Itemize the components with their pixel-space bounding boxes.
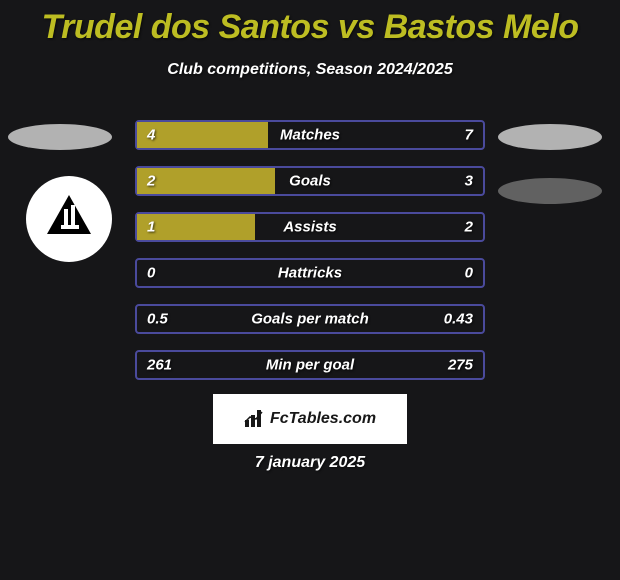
stat-value-right: 7 <box>465 127 473 144</box>
stat-bar: 1 2 Assists <box>135 212 485 242</box>
footer-date: 7 january 2025 <box>255 454 365 472</box>
stat-bar: 0 0 Hattricks <box>135 258 485 288</box>
stat-bar: 0.5 0.43 Goals per match <box>135 304 485 334</box>
player1-placeholder-ellipse <box>8 124 112 150</box>
footer-logo-text: FcTables.com <box>270 410 376 428</box>
stat-label: Matches <box>280 127 340 144</box>
stat-value-left: 2 <box>147 173 155 190</box>
stat-value-right: 0 <box>465 265 473 282</box>
stat-label: Goals <box>289 173 331 190</box>
stat-value-left: 1 <box>147 219 155 236</box>
stats-bars-zone: 47Matches23Goals12Assists00Hattricks0.50… <box>135 120 485 396</box>
stat-value-left: 4 <box>147 127 155 144</box>
infographic-container: Trudel dos Santos vs Bastos Melo Club co… <box>0 0 620 580</box>
stat-label: Goals per match <box>251 311 369 328</box>
player2-placeholder-ellipse-1 <box>498 124 602 150</box>
comparison-title: Trudel dos Santos vs Bastos Melo <box>0 8 620 47</box>
player2-placeholder-ellipse-2 <box>498 178 602 204</box>
stat-value-left: 0.5 <box>147 311 168 328</box>
chart-icon <box>244 410 264 428</box>
stat-value-right: 3 <box>465 173 473 190</box>
footer-logo: FcTables.com <box>213 394 407 444</box>
stat-bar: 2 3 Goals <box>135 166 485 196</box>
stat-value-right: 275 <box>448 357 473 374</box>
stat-value-left: 261 <box>147 357 172 374</box>
comparison-subtitle: Club competitions, Season 2024/2025 <box>0 61 620 79</box>
stat-bar-fill <box>137 122 268 148</box>
club-crest <box>26 176 112 262</box>
crest-icon <box>39 189 99 249</box>
stat-value-right: 2 <box>465 219 473 236</box>
stat-value-right: 0.43 <box>444 311 473 328</box>
stat-label: Hattricks <box>278 265 342 282</box>
stat-value-left: 0 <box>147 265 155 282</box>
stat-label: Assists <box>283 219 336 236</box>
stat-label: Min per goal <box>266 357 354 374</box>
stat-bar: 4 7 Matches <box>135 120 485 150</box>
stat-bar-fill <box>137 168 275 194</box>
stat-bar: 261 275 Min per goal <box>135 350 485 380</box>
